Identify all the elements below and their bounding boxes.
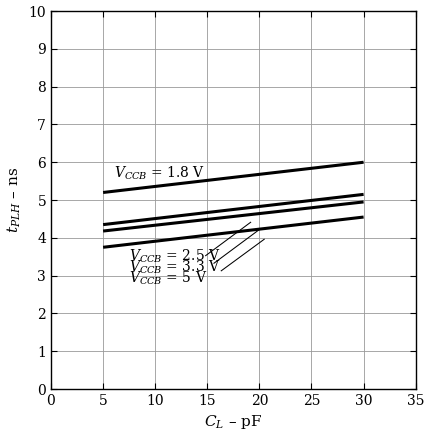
Text: $V_{CCB}$ = 1.8 V: $V_{CCB}$ = 1.8 V [114,165,205,182]
X-axis label: $C_L$ – pF: $C_L$ – pF [204,413,262,431]
Y-axis label: $t_{PLH}$ – ns: $t_{PLH}$ – ns [6,167,23,233]
Text: $V_{CCB}$ = 2.5 V: $V_{CCB}$ = 2.5 V [129,247,221,265]
Text: $V_{CCB}$ = 5 V: $V_{CCB}$ = 5 V [129,270,207,288]
Text: $V_{CCB}$ = 3.3 V: $V_{CCB}$ = 3.3 V [129,259,221,276]
